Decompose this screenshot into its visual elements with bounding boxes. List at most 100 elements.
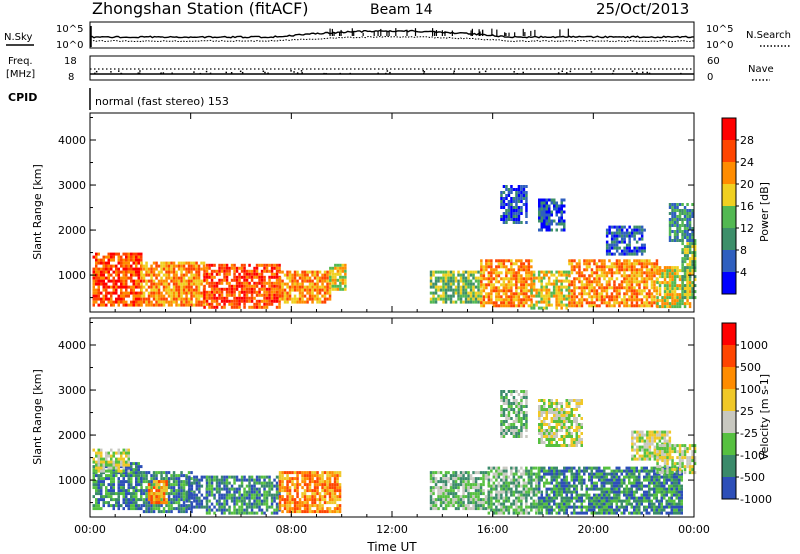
power-cell: [656, 299, 659, 303]
velocity-cell: [105, 454, 108, 458]
power-cell: [147, 303, 151, 307]
power-cell: [180, 264, 183, 268]
velocity-cell: [170, 504, 173, 508]
power-cell: [160, 279, 163, 283]
velocity-cell: [100, 480, 103, 484]
power-cell: [238, 278, 241, 282]
power-cell: [490, 295, 493, 299]
velocity-cell: [313, 471, 317, 475]
nave-dot: [423, 72, 425, 75]
velocity-cell: [142, 498, 146, 502]
power-cell: [326, 291, 329, 295]
velocity-cell: [452, 480, 455, 484]
velocity-cell: [444, 474, 448, 478]
power-cell: [127, 294, 130, 298]
power-cell: [92, 276, 95, 280]
power-cell: [467, 285, 470, 289]
power-cell: [615, 259, 619, 263]
power-cell: [117, 261, 120, 265]
velocity-cell: [505, 487, 508, 491]
power-cell: [628, 243, 631, 247]
velocity-cell: [313, 495, 317, 499]
power-cell: [444, 279, 448, 283]
freq-left-tick-top: 18: [64, 56, 77, 67]
power-cell: [130, 264, 133, 268]
power-cell: [693, 290, 697, 294]
power-cell: [688, 251, 692, 255]
power-cell: [575, 277, 579, 281]
power-cell: [605, 249, 609, 253]
power-cell: [633, 231, 636, 235]
power-cell: [676, 218, 679, 221]
velocity-cell: [477, 492, 480, 496]
velocity-cell: [132, 489, 135, 493]
velocity-cell: [162, 486, 166, 490]
power-cell: [693, 275, 697, 279]
velocity-cell: [515, 502, 518, 506]
velocity-cell: [188, 481, 191, 485]
power-cell: [557, 279, 561, 283]
power-cell: [170, 288, 173, 292]
power-cell: [497, 292, 501, 296]
power-cell: [505, 212, 508, 215]
power-cell: [620, 298, 624, 302]
velocity-cell: [530, 502, 533, 506]
power-cell: [580, 304, 584, 308]
velocity-cell: [291, 480, 294, 484]
velocity-cell: [162, 489, 166, 493]
power-cell: [122, 279, 125, 283]
velocity-cell: [497, 466, 501, 470]
velocity-cell: [434, 486, 438, 490]
power-cell: [628, 283, 631, 287]
power-cell: [100, 270, 103, 274]
power-cell: [485, 301, 488, 305]
power-cell: [620, 249, 624, 253]
power-cell: [615, 262, 619, 266]
velocity-cell: [432, 504, 435, 508]
power-cell: [477, 300, 480, 304]
power-cell: [610, 271, 614, 275]
power-cell: [585, 292, 589, 296]
velocity-cell: [296, 492, 299, 496]
velocity-cell: [268, 505, 271, 509]
power-cell: [573, 280, 576, 284]
power-cell: [102, 282, 105, 286]
power-cell: [656, 269, 659, 273]
power-cell: [130, 288, 133, 292]
velocity-cell: [132, 498, 135, 502]
power-cell: [273, 284, 276, 288]
power-cell: [668, 293, 672, 297]
power-cell: [676, 206, 679, 209]
velocity-cell: [172, 471, 176, 475]
velocity-cell: [248, 505, 251, 509]
power-cell: [238, 266, 241, 270]
power-cell: [248, 296, 251, 300]
velocity-cell: [127, 448, 130, 452]
power-cell: [170, 294, 173, 298]
power-cell: [215, 284, 219, 288]
power-cell: [522, 286, 526, 290]
power-cell: [645, 283, 649, 287]
power-cell: [220, 266, 224, 270]
velocity-cell: [233, 499, 236, 503]
power-cell: [102, 294, 105, 298]
velocity-cell: [92, 474, 95, 478]
power-cell: [681, 263, 684, 267]
velocity-cell: [117, 492, 120, 496]
power-cell: [137, 276, 140, 280]
power-cell: [125, 279, 128, 283]
power-cell: [537, 279, 541, 283]
power-cell: [449, 270, 453, 274]
power-cell: [640, 231, 644, 235]
power-cell: [218, 281, 221, 285]
velocity-cell: [338, 495, 342, 499]
power-cell: [243, 263, 246, 267]
velocity-cell: [193, 505, 196, 509]
power-cell: [326, 285, 329, 289]
power-cell: [560, 300, 563, 304]
power-cell: [140, 297, 143, 301]
velocity-cell: [160, 504, 163, 508]
velocity-cell: [477, 501, 480, 505]
power-cell: [557, 291, 561, 295]
power-cell: [223, 266, 226, 270]
